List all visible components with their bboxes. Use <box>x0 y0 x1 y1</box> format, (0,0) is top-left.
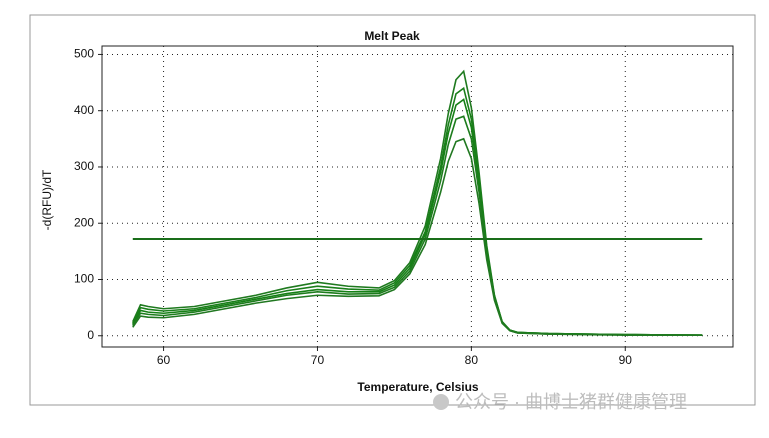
x-tick-label: 70 <box>311 353 325 367</box>
y-tick-label: 0 <box>87 328 94 342</box>
y-axis-label: -d(RFU)/dT <box>40 169 54 230</box>
x-tick-label: 80 <box>465 353 479 367</box>
y-tick-label: 400 <box>74 103 94 117</box>
x-axis-label: Temperature, Celsius <box>357 380 478 394</box>
y-tick-label: 100 <box>74 272 94 286</box>
y-tick-label: 500 <box>74 47 94 61</box>
watermark: 公众号 · 曲博士猪群健康管理 <box>455 392 687 412</box>
plot-area <box>101 45 734 348</box>
x-tick-label: 90 <box>619 353 633 367</box>
melt-curve <box>132 137 703 336</box>
watermark-icon <box>433 394 449 410</box>
panel-frame <box>29 14 756 406</box>
y-tick-label: 300 <box>74 159 94 173</box>
x-tick-label: 60 <box>157 353 171 367</box>
y-tick-label: 200 <box>74 215 94 229</box>
chart-title: Melt Peak <box>364 29 420 43</box>
